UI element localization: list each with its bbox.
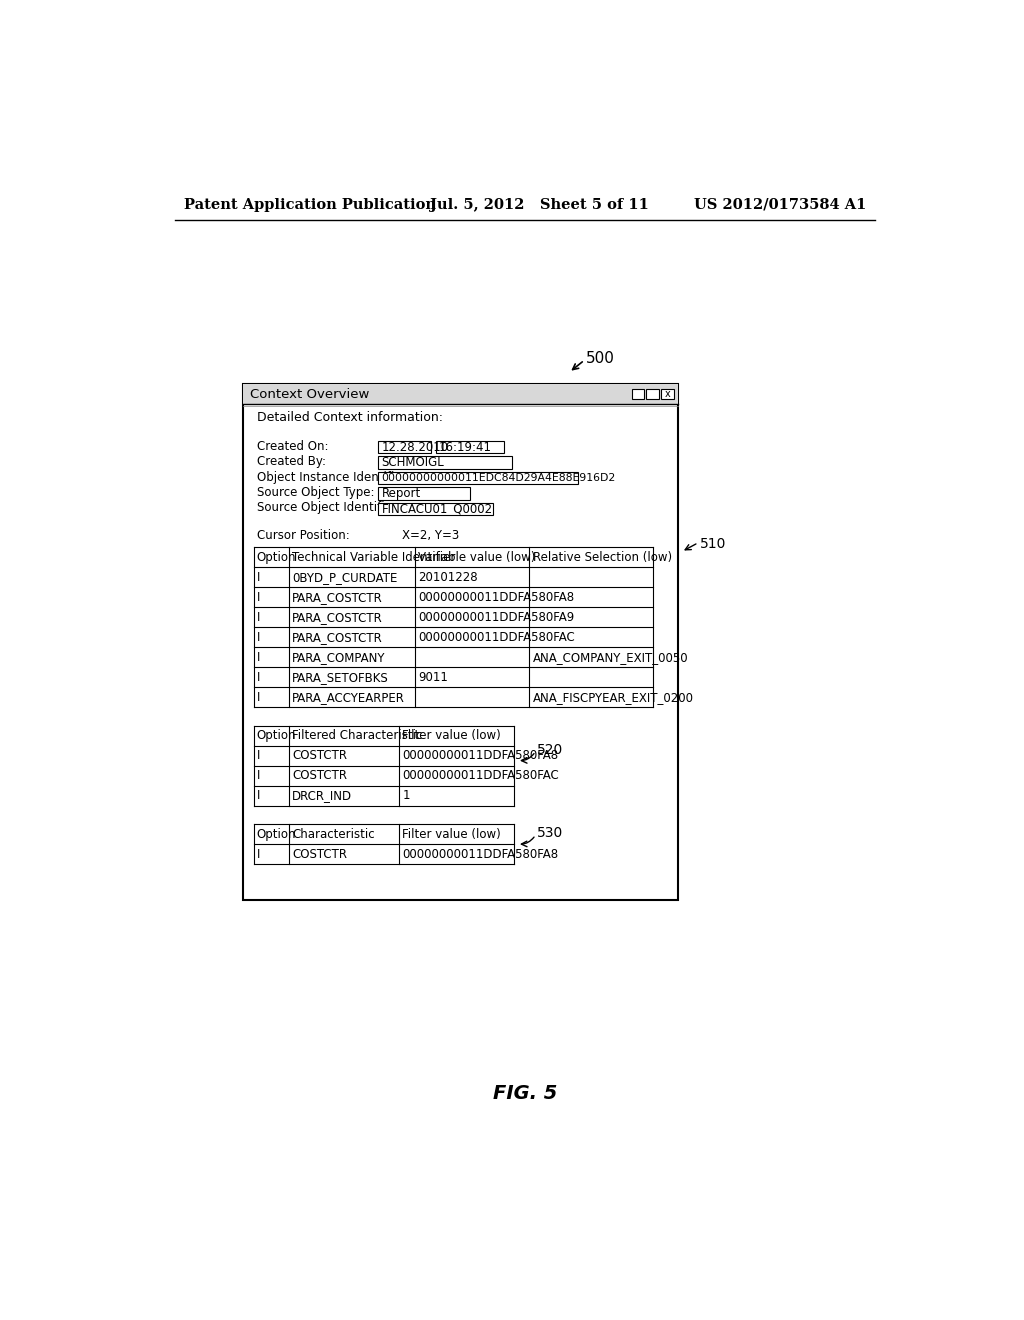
Text: Filter value (low): Filter value (low) xyxy=(402,828,501,841)
Text: I: I xyxy=(257,789,260,803)
Text: Filtered Characteristic: Filtered Characteristic xyxy=(292,730,423,742)
Text: 500: 500 xyxy=(586,351,614,366)
Text: Relative Selection (low): Relative Selection (low) xyxy=(532,550,672,564)
Text: 00000000011DDFA580FA8: 00000000011DDFA580FA8 xyxy=(402,847,558,861)
Text: PARA_COMPANY: PARA_COMPANY xyxy=(292,651,386,664)
Text: Cursor Position:: Cursor Position: xyxy=(257,529,349,543)
Text: 00000000011DDFA580FAC: 00000000011DDFA580FAC xyxy=(418,631,574,644)
Text: 00000000011DDFA580FAC: 00000000011DDFA580FAC xyxy=(402,770,559,783)
Text: 00000000011DDFA580FA8: 00000000011DDFA580FA8 xyxy=(402,750,558,763)
Text: ANA_COMPANY_EXIT_0050: ANA_COMPANY_EXIT_0050 xyxy=(532,651,688,664)
Bar xyxy=(378,471,579,484)
Text: ANA_FISCPYEAR_EXIT_0200: ANA_FISCPYEAR_EXIT_0200 xyxy=(532,690,693,704)
Text: I: I xyxy=(257,591,260,603)
Text: 00000000011DDFA580FA8: 00000000011DDFA580FA8 xyxy=(418,591,574,603)
Text: Variable value (low): Variable value (low) xyxy=(418,550,536,564)
Text: PARA_SETOFBKS: PARA_SETOFBKS xyxy=(292,671,389,684)
Text: PARA_COSTCTR: PARA_COSTCTR xyxy=(292,611,383,624)
Text: X=2, Y=3: X=2, Y=3 xyxy=(401,529,459,543)
Text: Characteristic: Characteristic xyxy=(292,828,375,841)
Bar xyxy=(378,441,431,453)
Text: Detailed Context information:: Detailed Context information: xyxy=(257,412,442,425)
Text: 00000000011DDFA580FA9: 00000000011DDFA580FA9 xyxy=(418,611,574,624)
Text: Option: Option xyxy=(257,550,296,564)
Bar xyxy=(243,384,678,900)
Text: I: I xyxy=(257,750,260,763)
Text: Source Object Identifier:: Source Object Identifier: xyxy=(257,502,400,515)
Text: Option: Option xyxy=(257,730,296,742)
Text: 20101228: 20101228 xyxy=(418,570,477,583)
Bar xyxy=(632,388,644,400)
Text: Created On:: Created On: xyxy=(257,440,328,453)
Text: FINCACU01_Q0002: FINCACU01_Q0002 xyxy=(381,502,493,515)
Bar xyxy=(662,388,674,400)
Text: 530: 530 xyxy=(538,826,563,841)
Text: FIG. 5: FIG. 5 xyxy=(493,1085,557,1104)
Text: Filter value (low): Filter value (low) xyxy=(402,730,501,742)
Text: I: I xyxy=(257,847,260,861)
Text: PARA_COSTCTR: PARA_COSTCTR xyxy=(292,591,383,603)
Text: 520: 520 xyxy=(538,743,563,756)
Text: DRCR_IND: DRCR_IND xyxy=(292,789,352,803)
Text: I: I xyxy=(257,631,260,644)
Text: I: I xyxy=(257,651,260,664)
Text: US 2012/0173584 A1: US 2012/0173584 A1 xyxy=(693,198,866,211)
Text: 0BYD_P_CURDATE: 0BYD_P_CURDATE xyxy=(292,570,397,583)
Text: COSTCTR: COSTCTR xyxy=(292,847,347,861)
Text: Context Overview: Context Overview xyxy=(251,388,370,400)
Text: COSTCTR: COSTCTR xyxy=(292,750,347,763)
Text: 510: 510 xyxy=(700,537,726,552)
Bar xyxy=(243,384,678,404)
Bar xyxy=(378,487,470,499)
Text: I: I xyxy=(257,690,260,704)
Text: 9011: 9011 xyxy=(418,671,447,684)
Bar xyxy=(435,441,504,453)
Text: I: I xyxy=(257,570,260,583)
Bar xyxy=(378,503,493,515)
Text: 12.28.2010: 12.28.2010 xyxy=(381,441,449,454)
Text: PARA_ACCYEARPER: PARA_ACCYEARPER xyxy=(292,690,406,704)
Text: COSTCTR: COSTCTR xyxy=(292,770,347,783)
Text: 1: 1 xyxy=(402,789,410,803)
Text: Option: Option xyxy=(257,828,296,841)
Text: Patent Application Publication: Patent Application Publication xyxy=(183,198,436,211)
Bar xyxy=(646,388,658,400)
Text: Source Object Type:: Source Object Type: xyxy=(257,486,374,499)
Text: Jul. 5, 2012   Sheet 5 of 11: Jul. 5, 2012 Sheet 5 of 11 xyxy=(430,198,649,211)
Bar xyxy=(378,457,512,469)
Text: x: x xyxy=(665,389,671,399)
Text: SCHMOIGL: SCHMOIGL xyxy=(381,455,444,469)
Text: Created By:: Created By: xyxy=(257,455,326,469)
Text: Report: Report xyxy=(381,487,421,500)
Text: I: I xyxy=(257,770,260,783)
Text: PARA_COSTCTR: PARA_COSTCTR xyxy=(292,631,383,644)
Text: 00000000000011EDC84D29A4E88E916D2: 00000000000011EDC84D29A4E88E916D2 xyxy=(381,473,615,483)
Text: 16:19:41: 16:19:41 xyxy=(438,441,492,454)
Text: I: I xyxy=(257,671,260,684)
Text: Object Instance Identifier:: Object Instance Identifier: xyxy=(257,471,410,483)
Text: Technical Variable Identifier: Technical Variable Identifier xyxy=(292,550,456,564)
Text: I: I xyxy=(257,611,260,624)
